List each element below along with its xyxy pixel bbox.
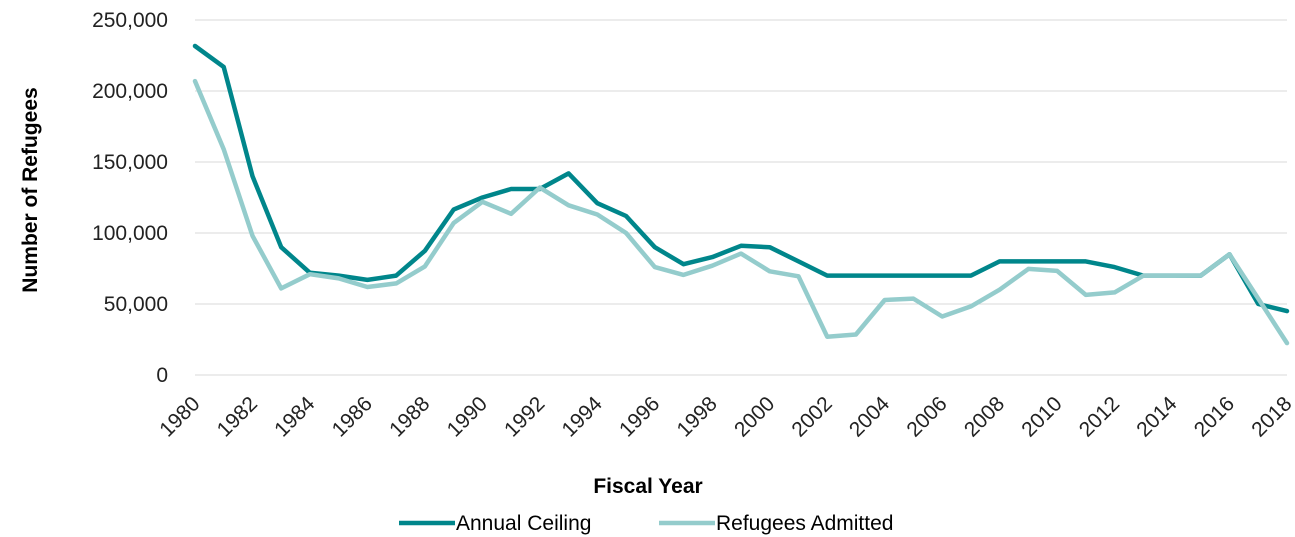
x-tick-label: 1988 <box>385 392 434 441</box>
x-tick-label: 2016 <box>1190 392 1239 441</box>
x-tick-label: 2002 <box>787 392 836 441</box>
x-tick-label: 1980 <box>155 392 204 441</box>
y-tick-label: 200,000 <box>92 80 168 103</box>
x-tick-label: 2014 <box>1132 392 1182 442</box>
x-axis-title: Fiscal Year <box>593 475 702 498</box>
y-tick-label: 250,000 <box>92 9 168 32</box>
series-line-refugees-admitted <box>192 78 1290 346</box>
x-tick-label: 1984 <box>270 392 320 442</box>
x-tick-label: 1986 <box>328 392 377 441</box>
x-tick-label: 1994 <box>558 392 608 442</box>
x-tick-label: 2008 <box>960 392 1009 441</box>
x-tick-label: 2018 <box>1247 392 1295 441</box>
legend-label-annual-ceiling: Annual Ceiling <box>456 512 591 535</box>
legend: Annual Ceiling Refugees Admitted <box>399 512 893 535</box>
y-tick-label: 0 <box>156 364 168 387</box>
y-tick-label: 150,000 <box>92 151 168 174</box>
series-line-annual-ceiling <box>192 43 1290 314</box>
legend-label-refugees-admitted: Refugees Admitted <box>716 512 893 535</box>
gridlines <box>195 19 1287 376</box>
y-tick-label: 100,000 <box>92 222 168 245</box>
y-tick-label: 50,000 <box>104 293 168 316</box>
y-axis-title: Number of Refugees <box>19 87 42 292</box>
x-tick-label: 2006 <box>902 392 951 441</box>
x-tick-label: 1990 <box>443 392 492 441</box>
x-tick-label: 2000 <box>730 392 779 441</box>
series-lines <box>192 43 1290 346</box>
x-tick-label: 2010 <box>1017 392 1066 441</box>
x-tick-label: 1982 <box>213 392 262 441</box>
x-tick-label: 2004 <box>845 392 895 442</box>
x-tick-label: 1996 <box>615 392 664 441</box>
x-tick-label: 2012 <box>1075 392 1124 441</box>
x-tick-label: 1998 <box>673 392 722 441</box>
x-tick-label: 1992 <box>500 392 549 441</box>
x-axis-tick-labels: 1980 1982 1984 1986 1988 1990 1992 1994 1996 1998… <box>155 392 1295 442</box>
y-axis-tick-labels: 0 50,000 100,000 150,000 200,000 250,000 <box>92 9 168 387</box>
